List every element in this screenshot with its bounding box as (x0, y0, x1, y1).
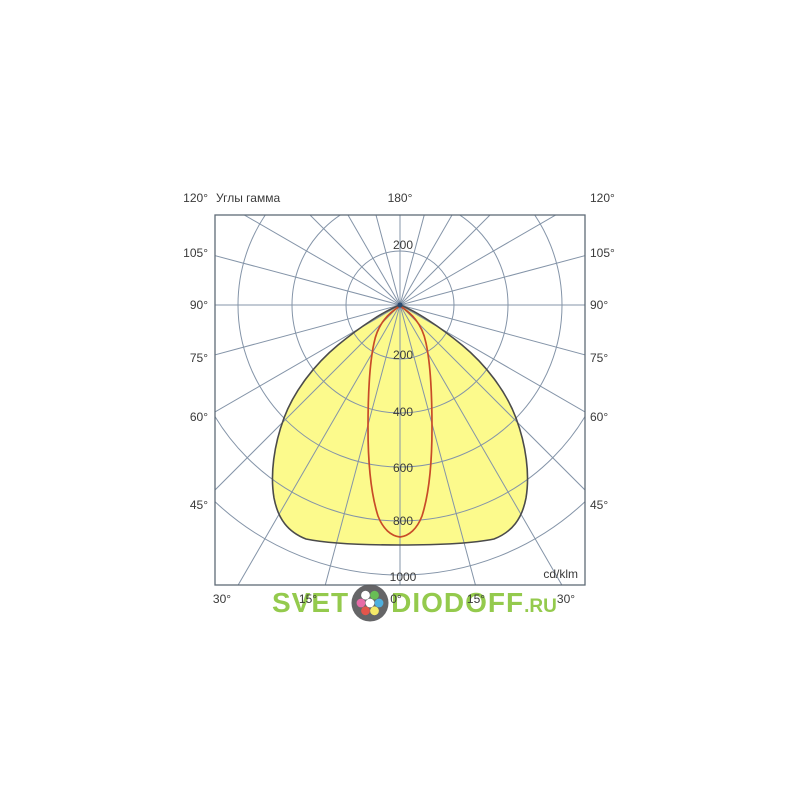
right-angle-label-60: 60° (590, 410, 609, 424)
right-angle-label-120: 120° (590, 191, 615, 205)
right-angle-label-90: 90° (590, 298, 609, 312)
left-angle-label-75: 75° (189, 351, 208, 365)
top-axis-label-180: 180° (387, 191, 413, 205)
wide-beam-lobe-outline (271, 304, 529, 546)
radial-tick-1000: 1000 (389, 570, 417, 584)
right-angle-label-105: 105° (590, 246, 615, 260)
left-angle-label-60: 60° (189, 410, 208, 424)
chart-title: Углы гамма (216, 191, 281, 205)
bottom-angle-label-15-left: 15° (298, 592, 318, 606)
plot-border (214, 214, 586, 586)
watermark-tld: .RU (524, 596, 557, 617)
watermark-text-left: SVET (272, 587, 350, 618)
watermark-led-logo-icon (351, 584, 389, 622)
radial-tick-200-top: 200 (392, 238, 414, 252)
radial-tick-600: 600 (392, 461, 414, 475)
bottom-angle-label-30-left: 30° (212, 592, 232, 606)
left-angle-label-105: 105° (183, 246, 208, 260)
beam-origin-dot (397, 302, 403, 308)
polar-grid (215, 215, 585, 585)
left-angle-label-45: 45° (189, 498, 208, 512)
watermark-text-right: DIODOFF (391, 587, 525, 618)
right-angle-label-75: 75° (590, 351, 609, 365)
narrow-beam-curve (367, 304, 433, 538)
radial-tick-400: 400 (392, 405, 414, 419)
left-angle-label-90: 90° (189, 298, 208, 312)
radial-tick-800: 800 (392, 514, 414, 528)
left-angle-label-120: 120° (183, 191, 208, 205)
bottom-angle-label-15-right: 15° (466, 592, 486, 606)
bottom-angle-label-30-right: 30° (556, 592, 576, 606)
unit-label: cd/klm (543, 567, 578, 581)
watermark: SVET DIODOFF .RU (272, 583, 557, 623)
radial-tick-200: 200 (392, 348, 414, 362)
bottom-angle-label-0: 0° (390, 592, 402, 606)
right-angle-label-45: 45° (590, 498, 609, 512)
